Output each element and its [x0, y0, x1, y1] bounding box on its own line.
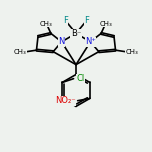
Text: N⁺: N⁺	[85, 37, 96, 46]
Text: CH₃: CH₃	[40, 21, 53, 27]
Text: CH₃: CH₃	[14, 49, 27, 55]
Text: F: F	[84, 16, 89, 25]
Text: CH₃: CH₃	[99, 21, 112, 27]
Text: F: F	[63, 16, 68, 25]
Text: NO₂⁻: NO₂⁻	[55, 96, 75, 105]
Text: N: N	[58, 37, 65, 46]
Text: B⁻: B⁻	[71, 29, 81, 38]
Text: CH₃: CH₃	[125, 49, 138, 55]
Text: Cl: Cl	[77, 74, 85, 83]
